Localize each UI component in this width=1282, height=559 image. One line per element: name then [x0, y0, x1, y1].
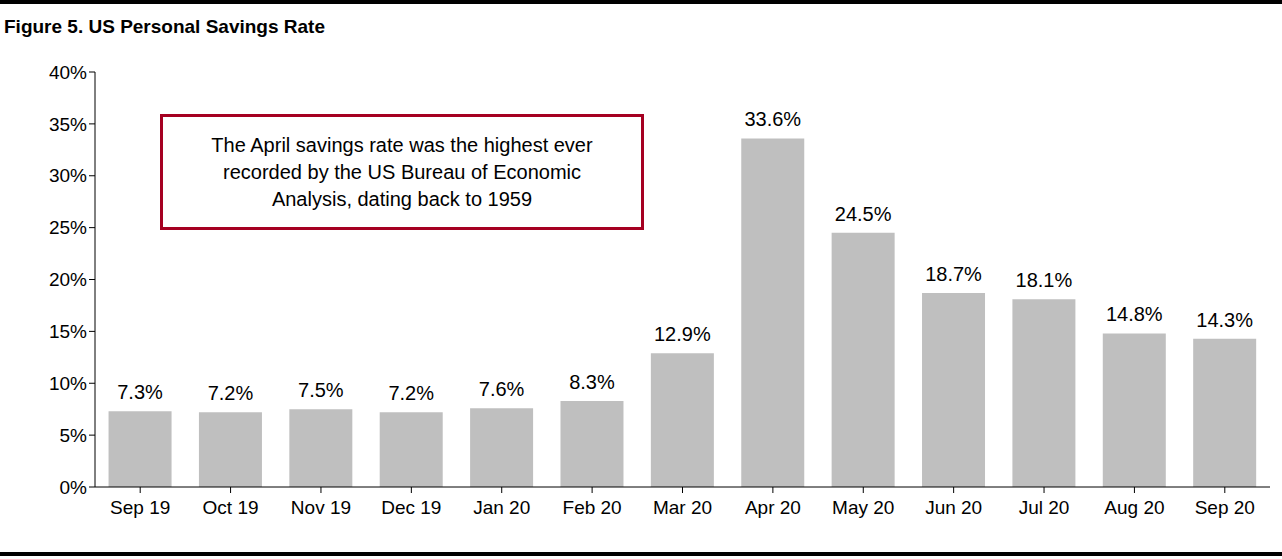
svg-text:May 20: May 20	[832, 497, 894, 518]
html-text:The April savings rate was the: The April savings rate was the highest e…	[211, 133, 593, 210]
svg-text:Dec 19: Dec 19	[381, 497, 441, 518]
svg-text:14.3%: 14.3%	[1196, 309, 1253, 331]
svg-text:7.2%: 7.2%	[388, 382, 434, 404]
svg-text:24.5%: 24.5%	[835, 203, 892, 225]
svg-text:30%: 30%	[49, 165, 87, 186]
svg-text:10%: 10%	[49, 373, 87, 394]
svg-text:14.8%: 14.8%	[1106, 303, 1163, 325]
svg-text:Mar 20: Mar 20	[653, 497, 712, 518]
svg-text:12.9%: 12.9%	[654, 323, 711, 345]
svg-text:33.6%: 33.6%	[744, 108, 801, 130]
svg-text:Jun 20: Jun 20	[925, 497, 982, 518]
svg-text:18.1%: 18.1%	[1016, 269, 1073, 291]
html-text:Figure 5. US Personal Savings: Figure 5. US Personal Savings Rate	[4, 16, 325, 37]
svg-text:7.2%: 7.2%	[208, 382, 254, 404]
svg-text:Sep 19: Sep 19	[110, 497, 170, 518]
svg-text:Jul 20: Jul 20	[1019, 497, 1070, 518]
svg-text:0%: 0%	[60, 477, 88, 498]
svg-text:8.3%: 8.3%	[569, 371, 615, 393]
svg-text:Sep 20: Sep 20	[1195, 497, 1255, 518]
svg-text:5%: 5%	[60, 425, 88, 446]
svg-text:Nov 19: Nov 19	[291, 497, 351, 518]
svg-text:Jan 20: Jan 20	[473, 497, 530, 518]
svg-text:40%: 40%	[49, 62, 87, 83]
svg-text:7.6%: 7.6%	[479, 378, 525, 400]
svg-text:Oct 19: Oct 19	[203, 497, 259, 518]
svg-text:18.7%: 18.7%	[925, 263, 982, 285]
svg-text:Aug 20: Aug 20	[1104, 497, 1164, 518]
svg-text:Feb 20: Feb 20	[563, 497, 622, 518]
svg-text:15%: 15%	[49, 321, 87, 342]
svg-text:7.5%: 7.5%	[298, 379, 344, 401]
svg-text:25%: 25%	[49, 217, 87, 238]
svg-text:20%: 20%	[49, 269, 87, 290]
svg-text:Apr 20: Apr 20	[745, 497, 801, 518]
svg-text:35%: 35%	[49, 114, 87, 135]
svg-text:7.3%: 7.3%	[117, 381, 163, 403]
